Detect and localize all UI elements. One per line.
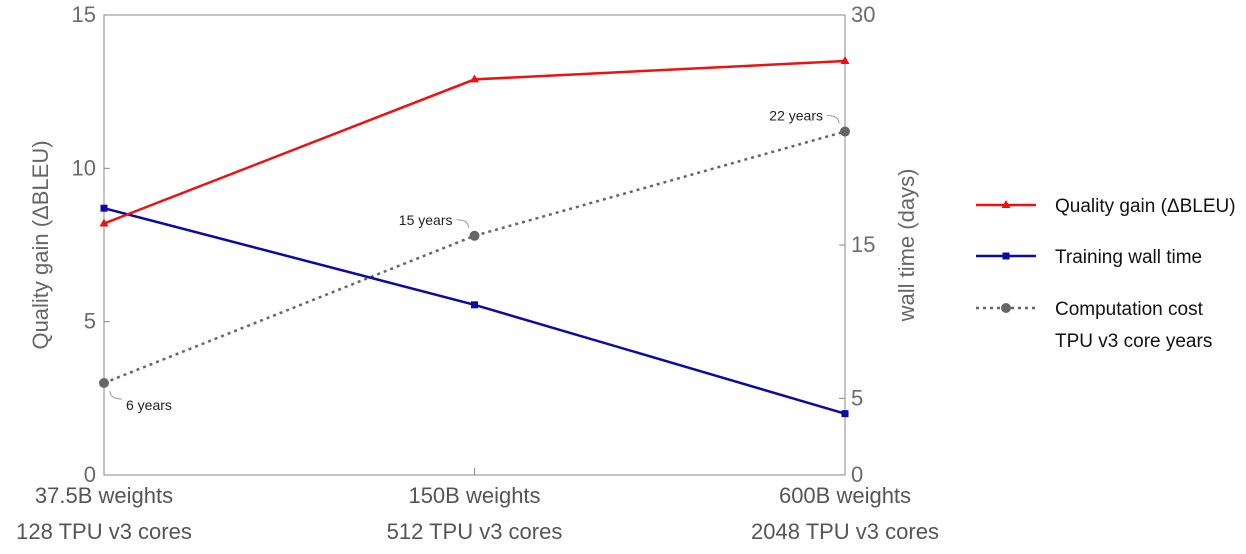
- series-marker-circle: [1001, 303, 1011, 313]
- series-layer: [99, 56, 850, 418]
- legend-label-line2: TPU v3 core years: [1055, 331, 1212, 352]
- series-marker-triangle: [470, 74, 479, 83]
- x-axis-label-weights: 37.5B weights: [35, 483, 173, 508]
- legend-label: Training wall time: [1055, 247, 1202, 268]
- series-line: [103, 59, 846, 225]
- series-marker-square: [841, 410, 849, 418]
- annotation-leader: [109, 390, 123, 400]
- legend: Quality gain (ΔBLEU) Training wall time Co…: [976, 196, 1236, 352]
- series-marker-triangle: [840, 56, 850, 64]
- right-axis-tick-label: 30: [851, 2, 875, 27]
- right-axis-tick-labels: 0 5 15 30: [851, 2, 875, 487]
- plot-frame: [103, 14, 846, 476]
- series-marker-square: [100, 204, 108, 212]
- series-line: [103, 130, 846, 385]
- annotation-label: 15 years: [399, 212, 453, 228]
- x-axis-labels: 37.5B weights 128 TPU v3 cores 150B weight…: [16, 483, 939, 544]
- left-axis-tick-label: 15: [72, 2, 96, 27]
- left-axis-tick-label: 10: [72, 155, 96, 180]
- legend-label: Computation cost: [1055, 299, 1204, 320]
- series-marker-circle: [99, 378, 109, 388]
- left-axis-tick-labels: 0 5 10 15: [72, 2, 96, 487]
- annotation-leader: [826, 115, 840, 124]
- annotations: 6 years 15 years 22 years: [109, 108, 840, 413]
- annotation-label: 6 years: [126, 397, 172, 413]
- right-axis-tick-label: 0: [851, 462, 863, 487]
- left-axis-title: Quality gain (ΔBLEU): [28, 140, 53, 349]
- series-marker-circle: [840, 126, 850, 137]
- right-axis-title: wall time (days): [894, 169, 919, 323]
- left-axis-tick-label: 0: [84, 462, 96, 487]
- axis-ticks: [103, 14, 846, 476]
- series-marker-square: [471, 301, 478, 309]
- legend-label: Quality gain (ΔBLEU): [1055, 196, 1236, 217]
- x-axis-label-cores: 128 TPU v3 cores: [16, 519, 192, 544]
- right-axis-tick-label: 5: [851, 385, 863, 410]
- x-axis-label-weights: 600B weights: [779, 483, 911, 508]
- right-axis-tick-label: 15: [851, 232, 875, 257]
- series-marker-circle: [469, 230, 480, 241]
- series-marker-triangle: [99, 218, 109, 227]
- series-marker-triangle: [1001, 200, 1011, 208]
- x-axis-label-cores: 512 TPU v3 cores: [387, 519, 563, 544]
- x-axis-label-cores: 2048 TPU v3 cores: [751, 519, 939, 544]
- annotation-leader: [456, 219, 469, 228]
- x-axis-label-weights: 150B weights: [408, 483, 540, 508]
- left-axis-tick-label: 5: [84, 309, 96, 334]
- series-marker-square: [1002, 252, 1010, 260]
- annotation-label: 22 years: [769, 108, 823, 124]
